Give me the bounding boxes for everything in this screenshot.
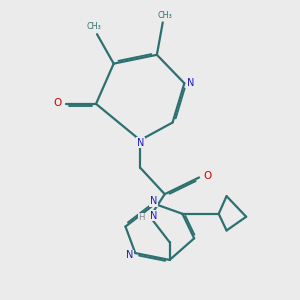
- Text: N: N: [150, 211, 157, 220]
- Text: H: H: [139, 213, 145, 222]
- Text: CH₃: CH₃: [158, 11, 172, 20]
- Text: N: N: [187, 78, 194, 88]
- Text: O: O: [203, 171, 212, 181]
- Text: CH₃: CH₃: [86, 22, 101, 31]
- Text: N: N: [126, 250, 134, 260]
- Text: N: N: [137, 137, 145, 148]
- Text: O: O: [53, 98, 61, 108]
- Text: N: N: [150, 196, 157, 206]
